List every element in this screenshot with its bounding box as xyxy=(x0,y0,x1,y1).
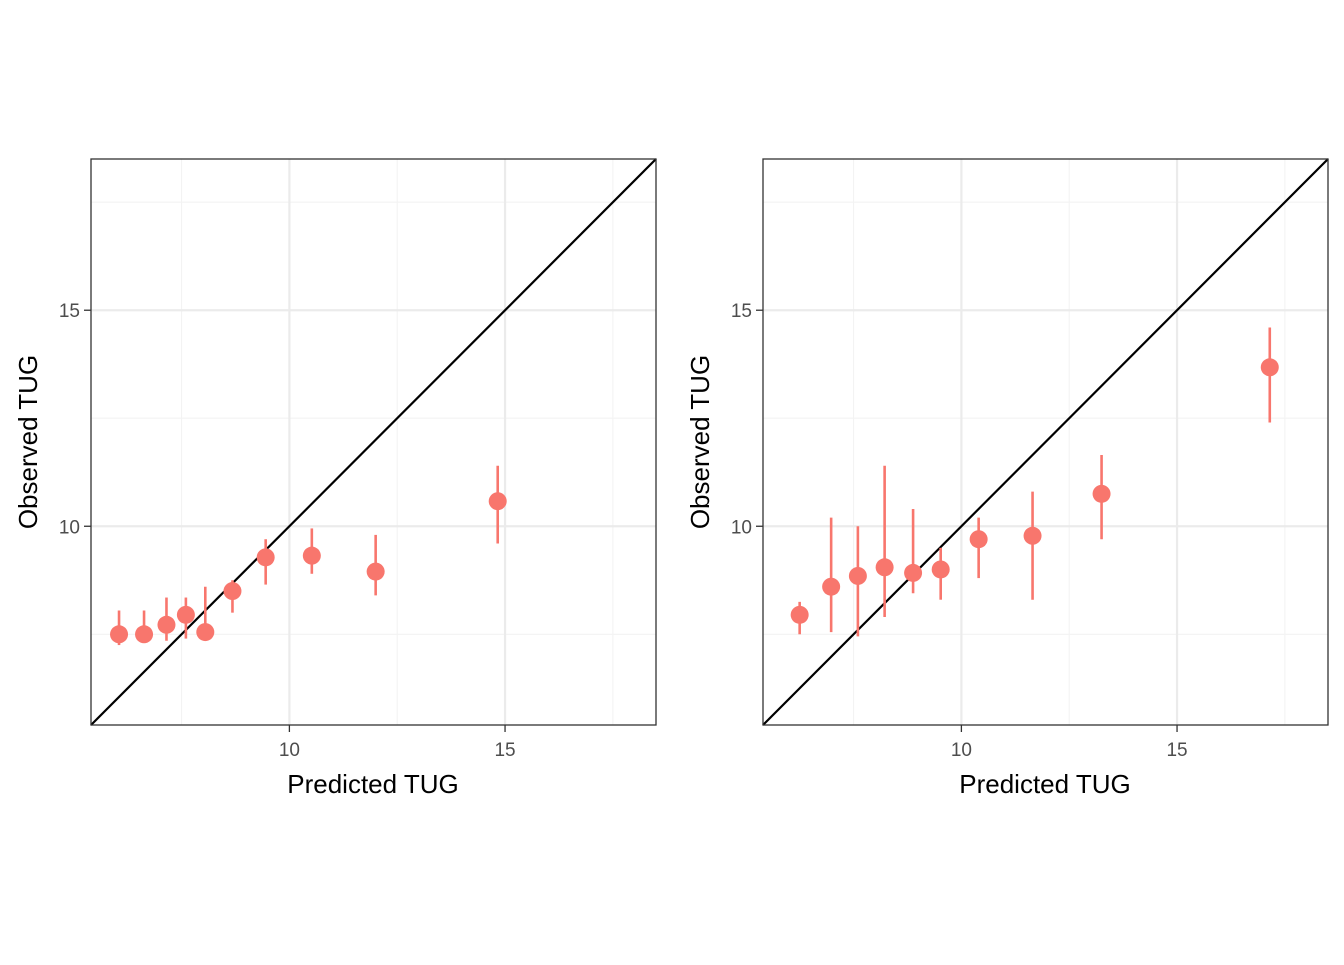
panel-border xyxy=(762,158,1329,726)
x-axis-title: Predicted TUG xyxy=(287,769,458,799)
data-point xyxy=(969,530,988,549)
data-point xyxy=(223,582,242,601)
panel-border xyxy=(90,158,657,726)
data-point xyxy=(1092,484,1111,503)
data-point xyxy=(256,548,275,567)
data-point xyxy=(176,605,195,624)
data-point xyxy=(904,563,923,582)
data-point xyxy=(135,625,154,644)
data-point xyxy=(848,566,867,585)
data-point xyxy=(157,615,176,634)
data-point xyxy=(110,625,129,644)
x-tick-label: 15 xyxy=(494,740,515,761)
panel-left: Predicted TUG Observed TUG 10 15 10 15 xyxy=(13,158,657,799)
panel-right: Predicted TUG Observed TUG 10 15 10 15 xyxy=(685,158,1329,799)
y-tick-label: 10 xyxy=(731,517,752,538)
data-point xyxy=(488,492,507,511)
data-point xyxy=(1260,358,1279,377)
data-point xyxy=(366,562,385,581)
y-tick-label: 10 xyxy=(59,517,80,538)
y-axis-title: Observed TUG xyxy=(685,355,715,529)
data-point xyxy=(931,560,950,579)
data-point xyxy=(790,605,809,624)
x-axis-title: Predicted TUG xyxy=(959,769,1130,799)
x-tick-label: 10 xyxy=(279,740,300,761)
data-point xyxy=(302,546,321,565)
x-tick-label: 15 xyxy=(1166,740,1187,761)
data-point xyxy=(1023,526,1042,545)
y-axis-title: Observed TUG xyxy=(13,355,43,529)
data-point xyxy=(822,577,841,596)
data-point xyxy=(875,558,894,577)
data-point xyxy=(196,623,215,642)
y-tick-label: 15 xyxy=(59,301,80,322)
x-tick-label: 10 xyxy=(951,740,972,761)
y-tick-label: 15 xyxy=(731,301,752,322)
